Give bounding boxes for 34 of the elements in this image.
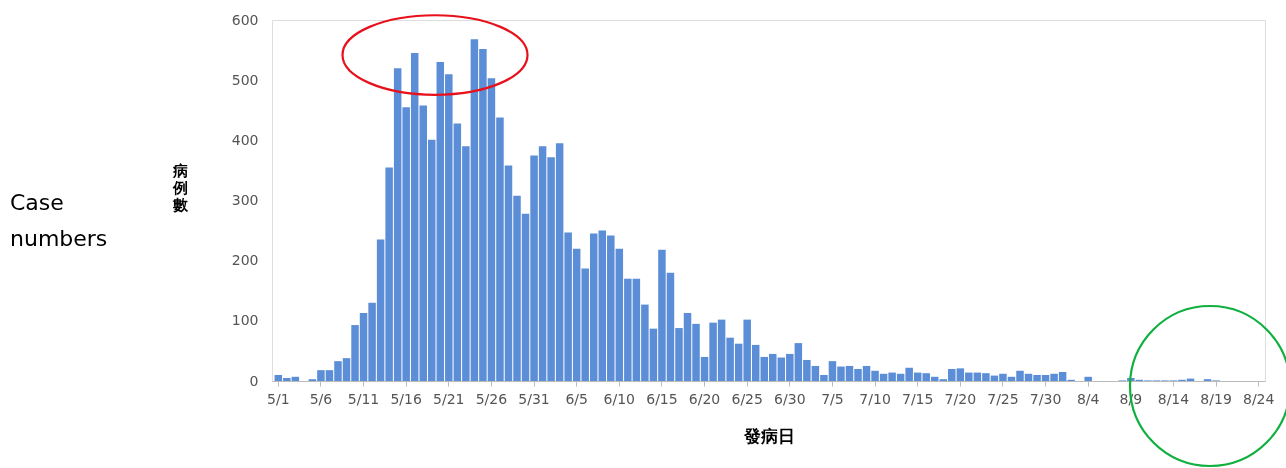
x-tick-label: 5/31	[518, 390, 550, 407]
x-tick-label: 6/5	[565, 390, 588, 407]
x-tick-label: 7/5	[821, 390, 844, 407]
y-tick-label: 400	[231, 131, 259, 148]
x-tick-label: 6/20	[688, 390, 721, 407]
x-tick-label: 5/16	[390, 390, 422, 407]
x-tick-label: 7/25	[987, 390, 1019, 407]
y-tick-label: 0	[249, 372, 259, 389]
bar	[1084, 376, 1092, 381]
x-tick-label: 8/14	[1157, 390, 1190, 407]
x-tick-label: 5/11	[347, 390, 380, 407]
text: Case numbers	[10, 190, 108, 251]
x-tick-label: 8/4	[1076, 390, 1100, 407]
x-tick-label: 7/20	[944, 390, 977, 407]
y-tick-label: 500	[231, 71, 259, 88]
x-tick-label: 7/15	[901, 390, 934, 407]
y-axis-title: 病例數	[172, 161, 189, 214]
y-tick-label: 100	[231, 312, 259, 329]
x-tick-label: 8/24	[1242, 390, 1275, 407]
x-tick-label: 8/19	[1200, 390, 1232, 407]
x-tick-label: 6/10	[603, 390, 636, 407]
x-tick-label: 5/1	[267, 390, 290, 407]
x-tick-label: 7/10	[859, 390, 891, 407]
x-tick-label: 6/15	[646, 390, 678, 407]
x-tick-label: 7/30	[1029, 390, 1062, 407]
y-tick-label: 600	[231, 11, 259, 28]
x-tick-label: 6/30	[774, 390, 806, 407]
x-tick-label: 5/21	[433, 390, 465, 407]
x-tick-label: 5/6	[309, 390, 333, 407]
y-tick-label: 300	[231, 192, 259, 208]
x-axis-title: 發病日	[742, 425, 795, 446]
x-tick-label: 6/25	[731, 390, 763, 407]
x-tick-label: 5/26	[475, 390, 508, 407]
y-tick-label: 200	[231, 252, 259, 269]
